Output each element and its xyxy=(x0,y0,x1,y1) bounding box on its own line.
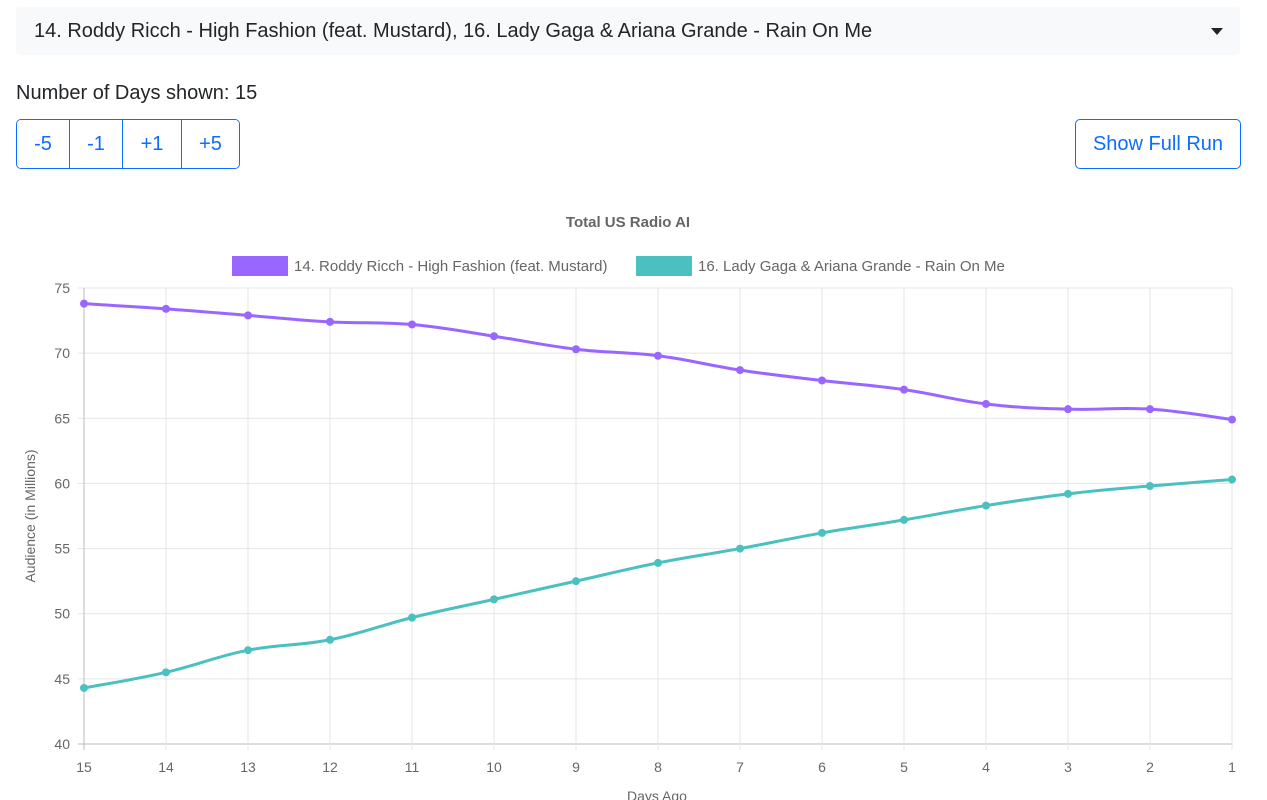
days-shown-label: Number of Days shown: 15 xyxy=(16,82,258,104)
data-point[interactable] xyxy=(80,683,88,692)
song-selector[interactable]: 14. Roddy Ricch - High Fashion (feat. Mu… xyxy=(16,7,1240,55)
data-point[interactable] xyxy=(654,351,662,360)
x-tick-label: 8 xyxy=(654,759,662,775)
x-tick-label: 13 xyxy=(240,759,256,775)
y-tick-label: 65 xyxy=(54,410,70,426)
data-point[interactable] xyxy=(572,577,580,586)
data-point[interactable] xyxy=(1064,405,1072,414)
data-point[interactable] xyxy=(162,668,170,677)
data-point[interactable] xyxy=(900,385,908,394)
data-point[interactable] xyxy=(818,528,826,537)
minus-five-button[interactable]: -5 xyxy=(17,120,69,168)
data-point[interactable] xyxy=(326,317,334,326)
y-tick-label: 70 xyxy=(54,345,70,361)
data-point[interactable] xyxy=(982,399,990,408)
data-point[interactable] xyxy=(1146,405,1154,414)
data-point[interactable] xyxy=(818,376,826,385)
data-point[interactable] xyxy=(1064,489,1072,498)
data-point[interactable] xyxy=(490,595,498,604)
day-adjust-button-group: -5 -1 +1 +5 xyxy=(16,119,240,169)
data-point[interactable] xyxy=(736,544,744,553)
y-tick-label: 75 xyxy=(54,280,70,296)
caret-down-icon xyxy=(1211,28,1223,35)
x-tick-label: 15 xyxy=(76,759,92,775)
chart-series xyxy=(80,299,1236,692)
data-point[interactable] xyxy=(408,320,416,329)
data-point[interactable] xyxy=(982,501,990,510)
y-axis-ticks: 40 45 50 55 60 65 70 75 xyxy=(54,280,70,752)
data-point[interactable] xyxy=(244,311,252,320)
plus-one-button[interactable]: +1 xyxy=(122,120,181,168)
data-point[interactable] xyxy=(654,558,662,567)
y-tick-label: 40 xyxy=(54,736,70,752)
legend-label: 16. Lady Gaga & Ariana Grande - Rain On … xyxy=(698,258,1005,275)
song-selector-value: 14. Roddy Ricch - High Fashion (feat. Mu… xyxy=(34,19,873,42)
data-point[interactable] xyxy=(900,515,908,524)
chart-title: Total US Radio AI xyxy=(566,214,690,231)
x-tick-label: 9 xyxy=(572,759,580,775)
data-point[interactable] xyxy=(1228,415,1236,424)
y-tick-label: 50 xyxy=(54,606,70,622)
data-point[interactable] xyxy=(244,646,252,655)
x-tick-label: 12 xyxy=(322,759,338,775)
data-point[interactable] xyxy=(408,613,416,622)
legend-swatch xyxy=(636,256,692,276)
data-point[interactable] xyxy=(1228,475,1236,484)
plus-five-button[interactable]: +5 xyxy=(181,120,239,168)
x-axis-label: Days Ago xyxy=(627,788,687,800)
data-point[interactable] xyxy=(572,345,580,354)
legend-label: 14. Roddy Ricch - High Fashion (feat. Mu… xyxy=(294,258,607,275)
y-axis-label: Audience (in Millions) xyxy=(22,449,38,582)
data-point[interactable] xyxy=(1146,482,1154,491)
data-point[interactable] xyxy=(162,304,170,313)
data-point[interactable] xyxy=(490,332,498,341)
x-tick-label: 14 xyxy=(158,759,174,775)
chart-grid xyxy=(78,287,1233,750)
y-tick-label: 45 xyxy=(54,671,70,687)
x-tick-label: 2 xyxy=(1146,759,1154,775)
chart-legend: 14. Roddy Ricch - High Fashion (feat. Mu… xyxy=(232,256,1005,276)
x-axis-ticks: 15 14 13 12 11 10 9 8 7 6 5 4 3 2 1 xyxy=(76,759,1236,775)
y-tick-label: 60 xyxy=(54,475,70,491)
x-tick-label: 1 xyxy=(1228,759,1236,775)
minus-one-button[interactable]: -1 xyxy=(69,120,122,168)
x-tick-label: 4 xyxy=(982,759,990,775)
x-tick-label: 7 xyxy=(736,759,744,775)
radio-audience-chart: Total US Radio AI 14. Roddy Ricch - High… xyxy=(22,214,1236,800)
x-tick-label: 10 xyxy=(486,759,502,775)
x-tick-label: 5 xyxy=(900,759,908,775)
legend-swatch xyxy=(232,256,288,276)
show-full-run-button[interactable]: Show Full Run xyxy=(1075,119,1241,169)
x-tick-label: 11 xyxy=(405,759,420,775)
x-tick-label: 6 xyxy=(818,759,826,775)
x-tick-label: 3 xyxy=(1064,759,1072,775)
y-tick-label: 55 xyxy=(54,541,70,557)
data-point[interactable] xyxy=(326,635,334,644)
data-point[interactable] xyxy=(80,299,88,308)
data-point[interactable] xyxy=(736,366,744,375)
